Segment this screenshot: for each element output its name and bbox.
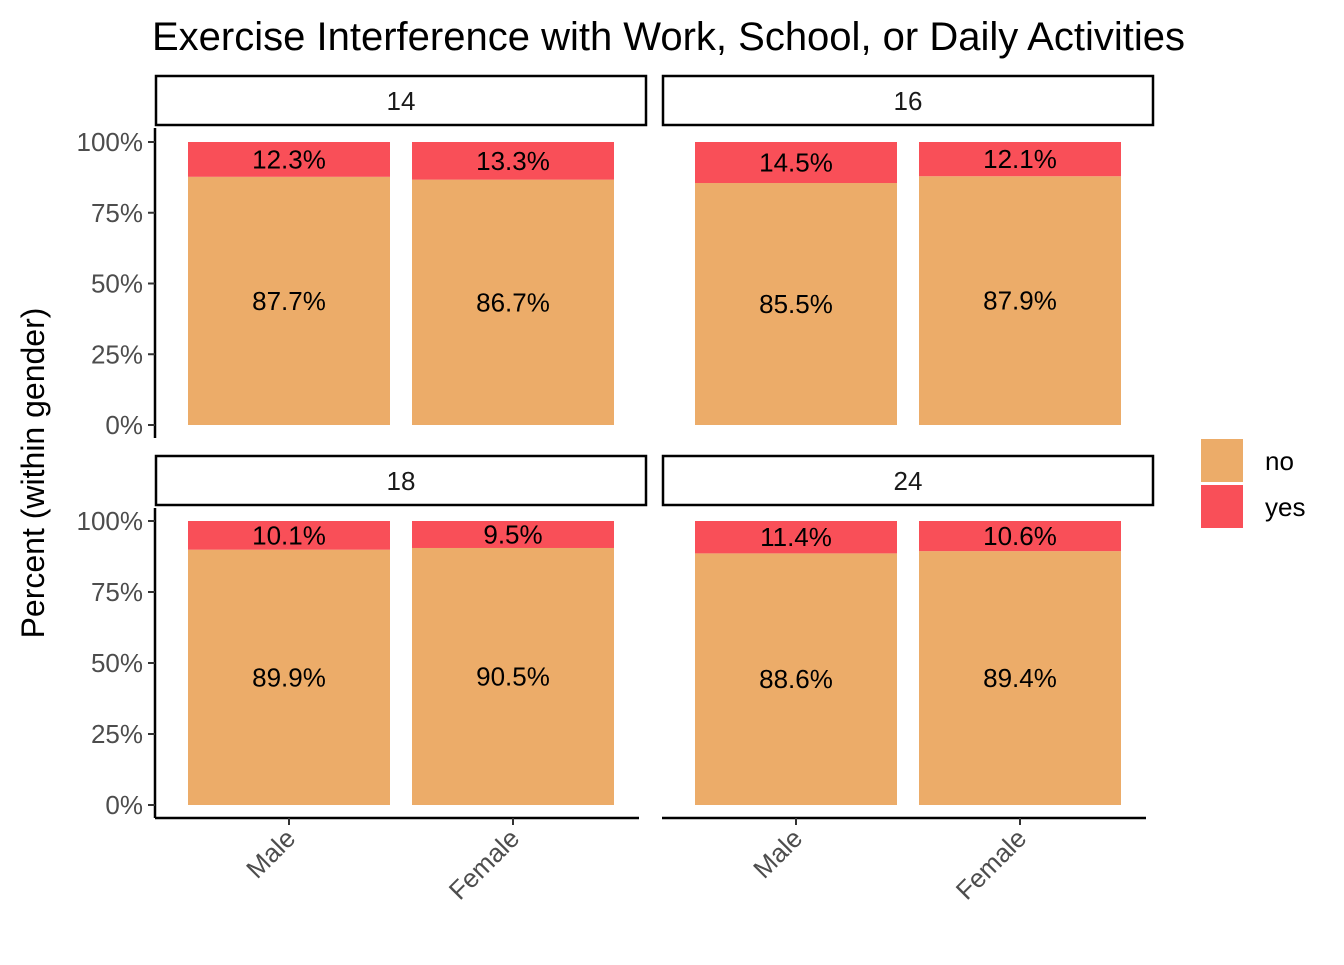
data-label-no: 85.5% — [759, 289, 833, 319]
data-label-no: 87.7% — [252, 286, 326, 316]
bar-segment-yes — [695, 521, 897, 554]
data-label-yes: 12.1% — [983, 144, 1057, 174]
bar-segment-no — [188, 549, 390, 805]
facet-panel-16: 16 85.5% 14.5% 87.9% 12.1% — [661, 74, 1155, 425]
data-label-yes: 11.4% — [760, 522, 832, 552]
bar-segment-no — [412, 179, 614, 425]
y-tick-label: 75% — [91, 577, 143, 607]
bar-segment-yes — [695, 142, 897, 184]
bar-segment-no — [412, 547, 614, 805]
facet-strip — [661, 74, 1155, 127]
x-tick-label: Female — [443, 823, 526, 906]
legend-label-no: no — [1265, 446, 1294, 476]
data-label-yes: 12.3% — [252, 144, 326, 174]
bar-segment-no — [919, 551, 1121, 805]
data-label-yes: 10.1% — [252, 520, 326, 550]
x-tick-label: Male — [747, 823, 808, 884]
data-label-no: 87.9% — [983, 286, 1057, 316]
bar-segment-no — [695, 553, 897, 805]
data-label-no: 86.7% — [476, 287, 550, 317]
data-label-yes: 13.3% — [476, 146, 550, 176]
bar-segment-yes — [412, 521, 614, 548]
x-tick-label: Female — [950, 823, 1033, 906]
data-label-yes: 9.5% — [483, 519, 542, 549]
y-tick-label: 25% — [91, 719, 143, 749]
bar-segment-no — [188, 176, 390, 425]
facet-panel-24: 24 88.6% 11.4% 89.4% 10.6% Male Female — [661, 454, 1155, 906]
bar-segment-no — [695, 183, 897, 425]
y-axis-label: Percent (within gender) — [15, 308, 51, 639]
data-label-yes: 10.6% — [983, 521, 1057, 551]
chart-title: Exercise Interference with Work, School,… — [152, 15, 1185, 59]
x-tick-label: Male — [240, 823, 301, 884]
facet-strip-label: 18 — [387, 466, 416, 496]
y-tick-label: 50% — [91, 648, 143, 678]
facet-strip — [661, 454, 1155, 507]
facet-panel-14: 14 87.7% 12.3% 86.7% 13.3% 0% 25% 50% 75% 100% — [77, 74, 648, 440]
legend-key-no — [1201, 439, 1243, 482]
facet-panel-18: 18 89.9% 10.1% 90.5% 9.5% 0% 25% 50% 75% 100% Male… — [77, 454, 648, 906]
bar-segment-yes — [188, 142, 390, 177]
y-tick-label: 50% — [91, 269, 143, 299]
y-tick-label: 100% — [77, 506, 144, 536]
y-tick-label: 0% — [105, 790, 143, 820]
bar-segment-yes — [919, 142, 1121, 177]
legend-label-yes: yes — [1265, 492, 1305, 522]
y-tick-label: 100% — [77, 127, 144, 157]
data-label-no: 89.4% — [983, 663, 1057, 693]
facet-strip — [154, 74, 648, 127]
bar-segment-yes — [188, 521, 390, 550]
data-label-no: 89.9% — [252, 662, 326, 692]
legend: no yes — [1201, 439, 1305, 528]
facet-strip-label: 16 — [894, 86, 923, 116]
legend-key-yes — [1201, 485, 1243, 528]
facet-strip-label: 14 — [387, 86, 416, 116]
data-label-no: 88.6% — [759, 664, 833, 694]
facet-strip — [154, 454, 648, 507]
data-label-no: 90.5% — [476, 661, 550, 691]
bar-segment-yes — [412, 142, 614, 180]
bar-segment-yes — [919, 521, 1121, 552]
bar-segment-no — [919, 176, 1121, 425]
y-tick-label: 25% — [91, 339, 143, 369]
data-label-yes: 14.5% — [759, 148, 833, 178]
facet-strip-label: 24 — [894, 466, 923, 496]
y-tick-label: 0% — [105, 410, 143, 440]
y-tick-label: 75% — [91, 198, 143, 228]
